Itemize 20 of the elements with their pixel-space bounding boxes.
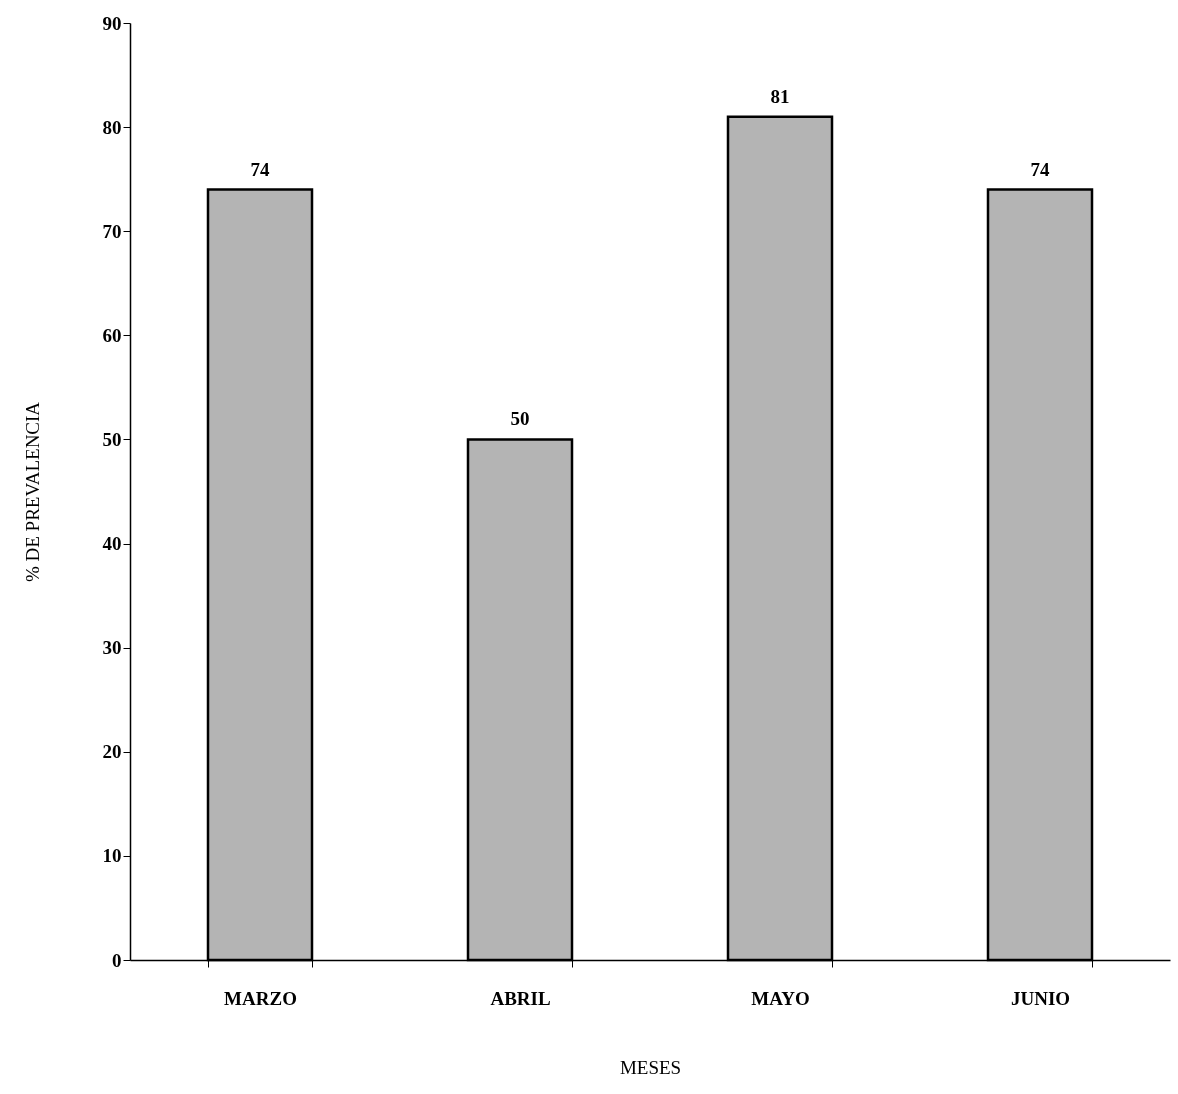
x-tick-label: MAYO (751, 987, 810, 1009)
y-tick-label: 60 (102, 324, 122, 346)
data-label: 74 (1030, 158, 1050, 180)
y-tick-label: 20 (102, 741, 122, 763)
x-tick-label: MARZO (224, 987, 297, 1009)
y-tick-label: 0 (112, 949, 122, 971)
x-tick-label: ABRIL (490, 987, 551, 1009)
x-axis-title: MESES (619, 1056, 682, 1078)
y-tick-label: 50 (102, 428, 122, 450)
data-label: 50 (510, 408, 530, 430)
y-tick-label: 90 (102, 12, 122, 34)
y-tick-label: 10 (102, 845, 122, 867)
y-tick-label: 40 (102, 533, 122, 555)
y-tick-label: 80 (102, 116, 122, 138)
y-tick-label: 30 (102, 637, 122, 659)
y-axis-title: % DE PREVALENCIA (21, 401, 43, 583)
data-label: 81 (770, 85, 790, 107)
data-label: 74 (250, 158, 270, 180)
y-tick-label: 70 (102, 220, 122, 242)
x-tick-label: JUNIO (1010, 987, 1071, 1009)
